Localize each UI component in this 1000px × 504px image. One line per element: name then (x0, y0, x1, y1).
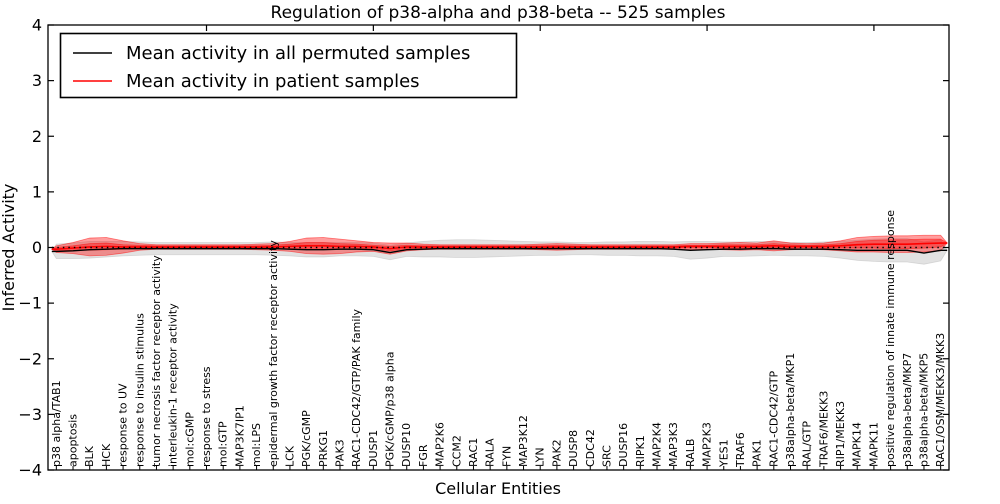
x-tick-label: DUSP10 (400, 423, 413, 467)
legend-box (59, 32, 518, 99)
x-tick-label: RALB (684, 439, 697, 467)
x-tick-label: mol:LPS (250, 423, 263, 467)
x-tick-label: response to UV (117, 383, 130, 467)
x-tick-label: apoptosis (67, 414, 80, 467)
legend: Mean activity in all permuted samples Me… (59, 32, 518, 99)
x-tick-label: LYN (534, 447, 547, 467)
x-tick-label: PGK/cGMP/p38 alpha (384, 352, 397, 467)
x-tick-label: PGK/cGMP (300, 410, 313, 467)
x-tick-label: FYN (500, 446, 513, 467)
y-axis-label: Inferred Activity (0, 184, 18, 312)
y-tick-label: 3 (32, 71, 42, 90)
x-tick-label: epidermal growth factor receptor activit… (267, 240, 280, 467)
x-tick-label: MAP2K6 (434, 422, 447, 467)
x-tick-label: PAK1 (751, 439, 764, 467)
legend-label-permuted: Mean activity in all permuted samples (126, 43, 470, 64)
y-tick-label: −4 (18, 461, 42, 480)
x-tick-label: DUSP8 (567, 430, 580, 467)
x-tick-label: RALA (484, 438, 497, 467)
legend-label-patient: Mean activity in patient samples (126, 71, 420, 92)
x-tick-label: PAK3 (334, 439, 347, 467)
x-tick-label: MAP3K7IP1 (233, 405, 246, 467)
x-tick-label: p38 alpha/TAB1 (50, 380, 63, 467)
x-tick-label: PAK2 (550, 439, 563, 467)
x-tick-label: MAP2K4 (651, 422, 664, 467)
x-tick-label: response to insulin stimulus (133, 313, 146, 467)
x-tick-label: positive regulation of innate immune res… (884, 210, 897, 467)
x-tick-label: SRC (600, 445, 613, 467)
mean-line-0 (51, 247, 948, 254)
x-tick-label: PRKG1 (317, 430, 330, 467)
x-tick-label: TRAF6 (734, 432, 747, 468)
x-tick-label: RAC1 (467, 438, 480, 467)
x-tick-label: MAPK11 (867, 422, 880, 467)
x-tick-label: p38alpha-beta/MKP7 (901, 353, 914, 467)
x-tick-label: MAPK14 (851, 422, 864, 467)
chart-title: Regulation of p38-alpha and p38-beta -- … (271, 3, 726, 23)
x-tick-label: RAL/GTP (801, 421, 814, 467)
x-tick-label: p38alpha-beta/MKP5 (917, 353, 930, 467)
y-tick-label: −1 (18, 294, 42, 313)
x-tick-label: DUSP1 (367, 430, 380, 467)
x-tick-label: RAC1/OSM/MEKK3/MKK3 (934, 333, 947, 467)
y-tick-label: −3 (18, 405, 42, 424)
x-tick-label: mol:GTP (217, 421, 230, 467)
x-tick-label: response to stress (200, 366, 213, 467)
x-axis-label: Cellular Entities (435, 479, 561, 498)
x-tick-label: RAC1-CDC42/GTP/PAK family (350, 308, 363, 467)
x-tick-label: FGR (417, 444, 430, 467)
x-tick-label: RIPK1 (634, 435, 647, 467)
x-tick-label: MAP3K3 (667, 422, 680, 467)
x-tick-label: MAP2K3 (701, 422, 714, 467)
y-tick-label: −2 (18, 349, 42, 368)
x-tick-label: interleukin-1 receptor activity (167, 303, 180, 467)
x-tick-label: YES1 (717, 439, 730, 468)
x-tick-label: HCK (100, 443, 113, 467)
x-tick-label: RIP1/MEKK3 (834, 401, 847, 467)
y-tick-label: 1 (32, 182, 42, 201)
x-tick-label: LCK (283, 445, 296, 467)
x-tick-label: CCM2 (450, 435, 463, 467)
x-tick-label: RAC1-CDC42/GTP (767, 370, 780, 467)
x-tick-label: MAP3K12 (517, 415, 530, 467)
x-tick-label: TRAF6/MEKK3 (817, 391, 830, 468)
y-tick-label: 0 (32, 238, 42, 257)
y-tick-label: 2 (32, 127, 42, 146)
y-tick-label: 4 (32, 16, 42, 35)
x-tick-label: CDC42 (584, 429, 597, 467)
x-tick-label: DUSP16 (617, 423, 630, 467)
x-tick-label: mol:cGMP (183, 412, 196, 467)
band-0 (51, 238, 948, 265)
x-tick-label: BLK (83, 445, 96, 467)
plot-area: 4 3 2 1 0 −1 −2 −3 −4 p38 alpha/TAB1 apoptosis BLK H… (18, 16, 950, 480)
x-tick-label: tumor necrosis factor receptor activity (150, 255, 163, 467)
x-tick-label: p38alpha-beta/MKP1 (784, 353, 797, 467)
